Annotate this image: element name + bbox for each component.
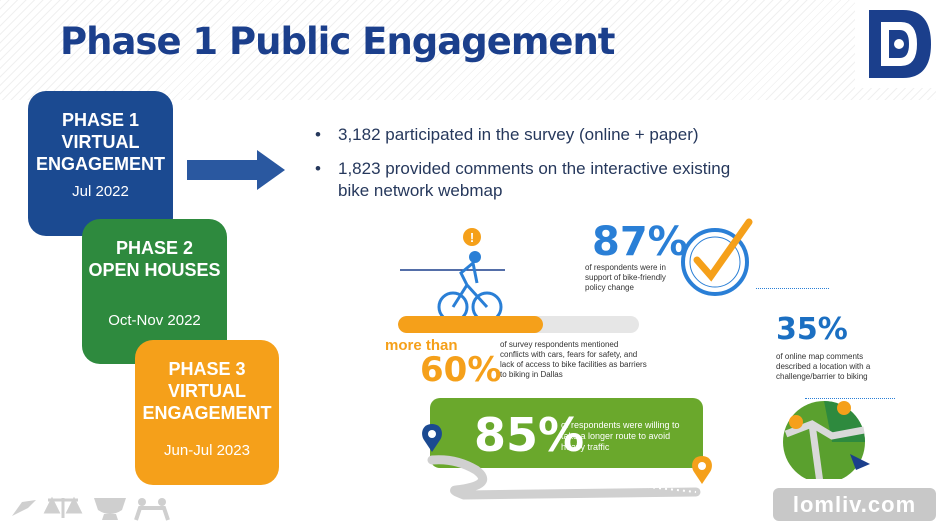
bullet-item: 1,823 provided comments on the interacti…	[315, 158, 735, 202]
map-pin-icon	[783, 401, 870, 479]
phase-1-card: PHASE 1 VIRTUAL ENGAGEMENT Jul 2022	[28, 91, 173, 236]
page-title: Phase 1 Public Engagement	[60, 20, 615, 63]
phase-3-date: Jun-Jul 2023	[164, 442, 250, 459]
stat-35-desc: of online map comments described a locat…	[776, 352, 871, 381]
watermark-text: lomliv.com	[792, 492, 917, 517]
stat-60-desc: of survey respondents mentioned conflict…	[500, 340, 647, 379]
stat-60-prefix: more than	[385, 337, 458, 354]
bullet-list: 3,182 participated in the survey (online…	[315, 124, 735, 214]
watermark-badge: lomliv.com	[773, 488, 936, 521]
phase-2-date: Oct-Nov 2022	[108, 312, 201, 329]
phase-3-name: PHASE 3 VIRTUAL ENGAGEMENT	[142, 359, 272, 423]
footer-icons	[12, 496, 170, 521]
svg-text:!: !	[470, 230, 474, 245]
barrier-progress-bar	[398, 316, 639, 333]
route-banner	[430, 398, 703, 468]
stat-87-value: 87%	[592, 219, 688, 265]
stat-35-value: 35%	[776, 312, 848, 347]
bike-wheel-check-icon	[681, 218, 753, 296]
header-stripe-pattern	[0, 0, 936, 100]
stat-85-value: 85%	[474, 408, 585, 462]
barrier-progress-fill	[398, 316, 543, 333]
divider-line	[805, 398, 895, 399]
phase-2-card: PHASE 2 OPEN HOUSES Oct-Nov 2022	[82, 219, 227, 364]
arrow-right-icon	[187, 150, 285, 190]
phase-1-name: PHASE 1 VIRTUAL ENGAGEMENT	[35, 110, 165, 174]
phase-2-name: PHASE 2 OPEN HOUSES	[88, 238, 221, 280]
dallas-logo	[855, 0, 936, 88]
divider-line	[756, 288, 829, 289]
stat-85-desc: of respondents were willing to take a lo…	[561, 420, 680, 452]
route-path-icon	[422, 424, 712, 500]
stat-87-desc: of respondents were in support of bike-f…	[585, 263, 666, 292]
phase-3-card: PHASE 3 VIRTUAL ENGAGEMENT Jun-Jul 2023	[135, 340, 279, 485]
stat-60-value: 60%	[420, 350, 502, 390]
phase-1-date: Jul 2022	[72, 183, 129, 200]
cyclist-icon: !	[400, 228, 505, 323]
bullet-item: 3,182 participated in the survey (online…	[315, 124, 735, 146]
